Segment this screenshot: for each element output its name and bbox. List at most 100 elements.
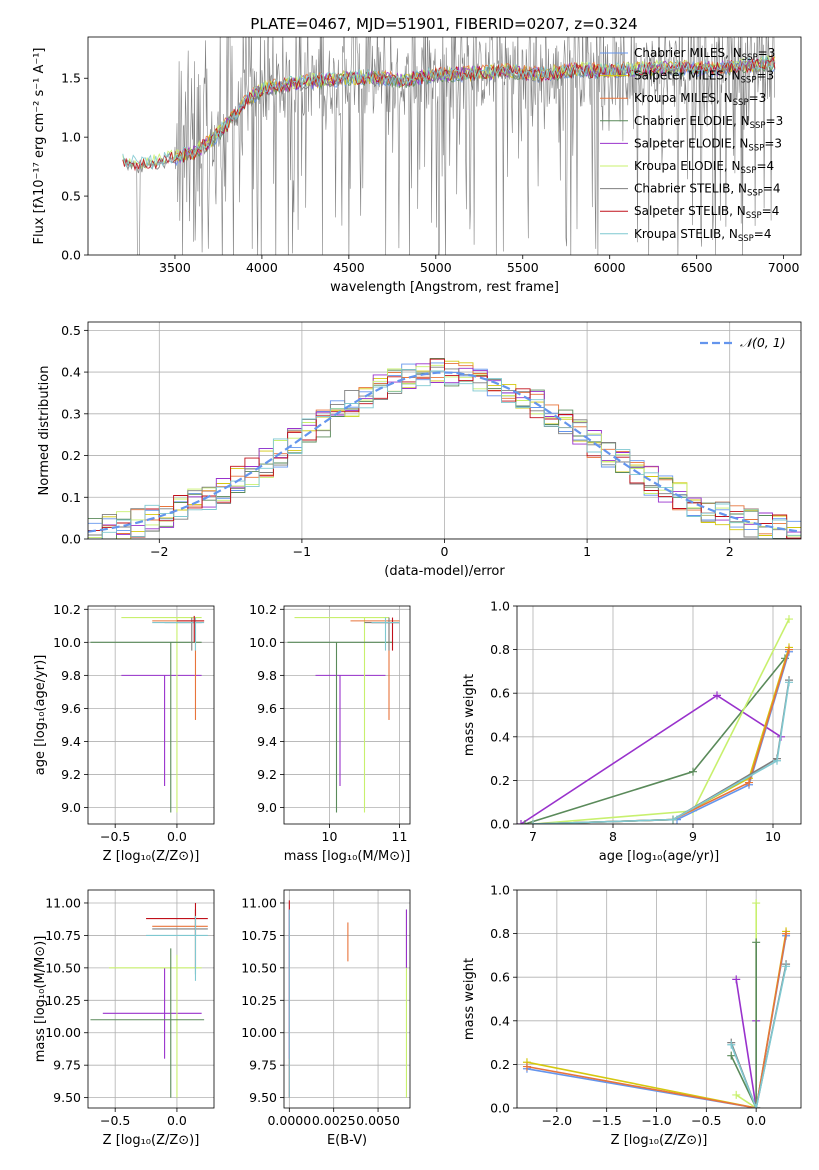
- y-tick-label: 9.75: [53, 1058, 81, 1073]
- y-tick-label: 9.8: [257, 668, 277, 683]
- x-tick-label: 0: [441, 544, 449, 559]
- y-tick-label: 0.6: [490, 970, 510, 985]
- y-tick-label: 11.00: [241, 895, 277, 910]
- mass-weight-marker: [752, 899, 761, 908]
- y-tick-label: 9.6: [61, 701, 81, 716]
- x-tick-label: −1.0: [641, 1113, 671, 1128]
- axes-frame: [283, 889, 411, 1109]
- y-tick-label: 0.4: [490, 729, 510, 744]
- mass-weight-marker: [529, 820, 537, 824]
- x-tick-label: 10: [322, 829, 338, 844]
- y-tick-label: 10.50: [241, 960, 277, 975]
- legend-label: Salpeter STELIB, NSSP=4: [634, 204, 779, 221]
- y-tick-label: 9.50: [53, 1090, 81, 1105]
- mass-weight-marker: [745, 778, 753, 787]
- y-tick-label: 0.6: [490, 686, 510, 701]
- mass-weight-marker: [517, 820, 525, 824]
- y-tick-label: 0.4: [490, 1013, 510, 1028]
- charts-layer: 3500 4000 4500 5000 5500 6000 6500 7000 0.0 0.5 1.…: [32, 36, 802, 1148]
- y-tick-label: 10.25: [241, 993, 277, 1008]
- mass-weight-marker: [732, 1090, 741, 1099]
- legend-label: Salpeter ELODIE, NSSP=3: [634, 136, 782, 153]
- x-axis-label: (data-model)/error: [384, 564, 505, 579]
- mass-weight-marker: [785, 615, 793, 624]
- y-tick-label: 1.0: [61, 130, 81, 145]
- y-tick-label: 0.0: [61, 532, 81, 547]
- x-tick-label: 0.0: [167, 1113, 187, 1128]
- massweight-vs-Z-chart: −2.0 −1.5 −1.0 −0.5 0.0 0.0 0.2 0.4 0.6 0.8 1.0 Z […: [462, 883, 802, 1148]
- x-axis-label: wavelength [Angstrom, rest frame]: [330, 280, 559, 295]
- axes-frame: [283, 605, 411, 825]
- x-tick-label: 7: [529, 829, 537, 844]
- x-tick-label: 2: [726, 544, 734, 559]
- plot-area: [88, 890, 214, 1108]
- y-tick-label: 11.00: [45, 895, 81, 910]
- mass-weight-line: [532, 647, 790, 824]
- y-tick-label: 0.5: [61, 323, 81, 338]
- y-tick-label: 10.75: [45, 928, 81, 943]
- figure-title: PLATE=0467, MJD=51901, FIBERID=0207, z=0…: [250, 15, 637, 33]
- mass-weight-marker: [785, 645, 793, 654]
- x-axis-label: age [log₁₀(age/yr)]: [599, 849, 720, 864]
- y-tick-label: 10.0: [53, 635, 81, 650]
- x-tick-label: 0.0: [167, 829, 187, 844]
- x-tick-label: 8: [609, 829, 617, 844]
- y-tick-label: 9.2: [257, 767, 277, 782]
- y-tick-label: 0.1: [61, 490, 81, 505]
- x-tick-label: 9: [689, 829, 697, 844]
- mass-weight-marker: [752, 1104, 761, 1108]
- mass-weight-marker: [522, 1062, 531, 1071]
- mass-weight-marker: [669, 815, 677, 824]
- y-tick-label: 10.2: [249, 602, 277, 617]
- legend-label: Kroupa ELODIE, NSSP=4: [634, 159, 774, 176]
- y-tick-label: 10.50: [45, 960, 81, 975]
- x-tick-label: 11: [392, 829, 408, 844]
- y-axis-label: mass weight: [462, 674, 477, 756]
- x-tick-label: 10: [765, 829, 781, 844]
- x-tick-label: −0.5: [100, 1113, 130, 1128]
- mass-vs-ebv-chart: 0.0000 0.0025 0.0050 9.50 9.75 10.00 10.25 10.5…: [241, 889, 411, 1148]
- x-tick-label: 3500: [159, 260, 191, 275]
- x-tick-label: 6500: [681, 260, 713, 275]
- x-axis-label: mass [log₁₀(M/M⊙)]: [284, 849, 411, 864]
- y-tick-label: 9.4: [61, 734, 81, 749]
- y-tick-label: 0.8: [490, 642, 510, 657]
- plot-area: [517, 606, 801, 824]
- legend-label: Salpeter MILES, NSSP=3: [634, 69, 774, 86]
- mass-weight-line: [730, 942, 757, 1108]
- model-spectrum-line: [122, 55, 775, 171]
- x-tick-label: 4000: [246, 260, 278, 275]
- mass-weight-marker: [732, 975, 741, 984]
- y-tick-label: 9.75: [249, 1058, 277, 1073]
- x-tick-label: 5500: [507, 260, 539, 275]
- y-tick-label: 0.2: [490, 1057, 510, 1072]
- y-tick-label: 0.2: [490, 773, 510, 788]
- y-tick-label: 9.4: [257, 734, 277, 749]
- mass-weight-line: [730, 966, 787, 1108]
- y-tick-label: 0.2: [61, 448, 81, 463]
- y-tick-label: 1.5: [61, 71, 81, 86]
- axes-frame: [516, 889, 802, 1109]
- y-tick-label: 0.8: [490, 926, 510, 941]
- y-axis-label: mass [log₁₀(M/M⊙)]: [33, 936, 48, 1063]
- massweight-vs-age-chart: 7 8 9 10 0.0 0.2 0.4 0.6 0.8 1.0 age [log₁₀(age/yr…: [462, 599, 802, 864]
- x-tick-label: −1: [293, 544, 311, 559]
- y-tick-label: 10.25: [45, 993, 81, 1008]
- y-tick-label: 10.75: [241, 928, 277, 943]
- mass-weight-marker: [521, 820, 529, 824]
- x-tick-label: 7000: [768, 260, 800, 275]
- mass-weight-marker: [782, 929, 791, 938]
- mass-weight-marker: [752, 938, 761, 947]
- mass-weight-marker: [773, 756, 781, 765]
- y-tick-label: 9.0: [61, 800, 81, 815]
- x-tick-label: 1: [583, 544, 591, 559]
- y-tick-label: 0.5: [61, 189, 81, 204]
- x-tick-label: 5000: [420, 260, 452, 275]
- y-axis-label: age [log₁₀(age/yr)]: [33, 655, 48, 776]
- x-axis-label: Z [log₁₀(Z/Z⊙)]: [611, 1133, 708, 1148]
- age-vs-mass-chart: 10 11 9.0 9.2 9.4 9.6 9.8 10.0 10.2 mass [log₁₀(M…: [249, 602, 411, 864]
- mass-weight-line: [524, 657, 786, 824]
- mass-weight-marker: [689, 767, 697, 776]
- x-tick-label: 6000: [594, 260, 626, 275]
- x-axis-label: Z [log₁₀(Z/Z⊙)]: [103, 849, 200, 864]
